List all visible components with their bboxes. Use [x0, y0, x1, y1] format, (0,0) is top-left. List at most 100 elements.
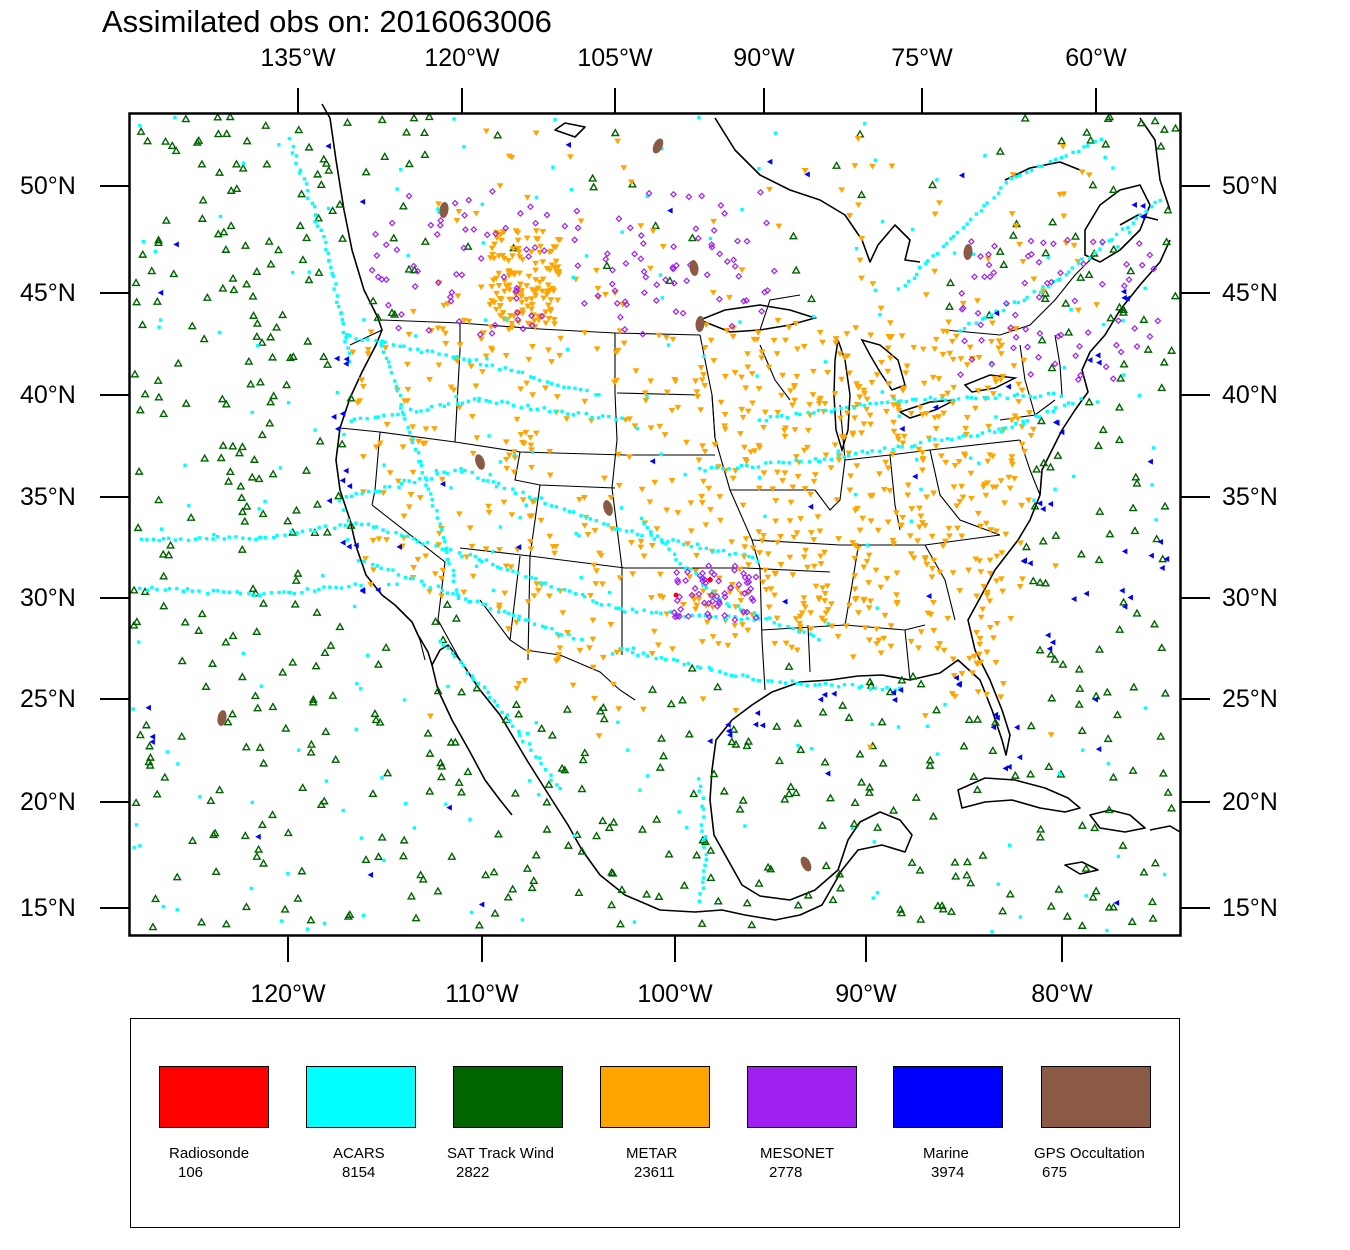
metar-marker	[794, 346, 801, 353]
mesonet-marker	[721, 593, 729, 601]
metar-marker	[817, 553, 824, 560]
acars-marker	[632, 920, 637, 924]
metar-marker	[956, 498, 964, 505]
acars-marker	[484, 558, 489, 562]
metar-marker	[510, 469, 518, 476]
metar-marker	[663, 507, 671, 514]
metar-marker	[997, 694, 1005, 701]
acars-marker	[1056, 278, 1060, 282]
acars-marker	[642, 608, 646, 612]
sat-track-wind-marker	[788, 231, 798, 240]
sat-track-wind-marker	[1064, 327, 1074, 336]
mesonet-marker	[1080, 260, 1087, 268]
acars-marker	[858, 402, 862, 407]
metar-marker	[637, 223, 645, 230]
metar-marker	[744, 351, 751, 358]
acars-marker	[400, 533, 404, 538]
metar-marker	[523, 283, 531, 289]
sat-track-wind-marker	[544, 779, 554, 788]
acars-marker	[452, 654, 457, 659]
metar-marker	[530, 318, 538, 324]
acars-marker	[1047, 285, 1051, 289]
sat-track-wind-marker	[966, 878, 976, 887]
mesonet-marker	[673, 576, 681, 584]
marine-marker	[932, 404, 939, 411]
metar-marker	[989, 484, 997, 491]
metar-marker	[533, 581, 541, 588]
metar-marker	[781, 470, 789, 477]
sat-track-wind-marker	[911, 792, 921, 801]
metar-marker	[991, 375, 999, 382]
metar-marker	[661, 432, 669, 438]
metar-marker	[536, 279, 544, 286]
metar-marker	[949, 356, 957, 363]
marine-marker	[330, 413, 337, 420]
acars-marker	[377, 489, 381, 494]
mesonet-marker	[713, 592, 721, 600]
acars-marker	[729, 673, 734, 678]
acars-marker	[494, 485, 499, 489]
acars-marker	[904, 400, 908, 404]
metar-marker	[1010, 363, 1018, 369]
acars-marker	[654, 656, 658, 661]
sat-track-wind-marker	[995, 146, 1005, 155]
sat-track-wind-marker	[228, 441, 238, 450]
legend-item-marine: Marine 3974	[893, 1019, 1043, 1229]
acars-marker	[342, 432, 346, 437]
sat-track-wind-marker	[322, 527, 332, 536]
acars-marker	[153, 250, 158, 254]
sat-track-wind-marker	[447, 851, 457, 860]
acars-marker	[532, 622, 537, 626]
metar-marker	[354, 400, 362, 407]
acars-marker	[714, 466, 719, 470]
sat-track-wind-marker	[136, 126, 146, 135]
metar-marker	[511, 455, 519, 462]
sat-track-wind-marker	[1082, 127, 1092, 136]
acars-marker	[1116, 245, 1120, 249]
metar-marker	[1056, 191, 1064, 198]
sat-track-wind-marker	[951, 871, 961, 880]
metar-marker	[599, 654, 607, 661]
mesonet-marker	[448, 289, 456, 296]
metar-marker	[955, 459, 963, 465]
metar-marker	[386, 470, 394, 477]
acars-marker	[698, 784, 703, 789]
acars-marker	[138, 123, 142, 128]
metar-marker	[838, 187, 846, 194]
sat-track-wind-marker	[598, 816, 608, 825]
acars-marker	[275, 533, 279, 538]
sat-track-wind-marker	[285, 353, 295, 361]
acars-marker	[435, 516, 440, 520]
acars-marker	[703, 469, 707, 473]
metar-marker	[773, 351, 781, 357]
mesonet-marker	[683, 568, 691, 576]
acars-marker	[176, 762, 180, 766]
metar-marker	[973, 593, 981, 600]
acars-marker	[924, 261, 928, 266]
metar-marker	[700, 478, 707, 485]
sat-track-wind-marker	[177, 656, 187, 665]
sat-track-wind-marker	[562, 704, 572, 713]
acars-marker	[756, 559, 760, 564]
sat-track-wind-marker	[1050, 654, 1060, 663]
metar-marker	[866, 744, 874, 751]
acars-marker	[428, 586, 432, 590]
acars-marker	[688, 567, 693, 571]
legend-label: SAT Track Wind	[447, 1145, 554, 1162]
acars-marker	[779, 413, 784, 418]
metar-marker	[687, 500, 695, 507]
acars-marker	[972, 252, 976, 256]
acars-marker	[524, 503, 528, 507]
metar-marker	[851, 586, 859, 593]
sat-track-wind-marker	[390, 309, 400, 318]
sat-track-wind-marker	[932, 705, 942, 714]
acars-marker	[588, 517, 593, 521]
metar-marker	[859, 515, 867, 522]
acars-marker	[957, 436, 961, 440]
metar-marker	[715, 464, 722, 471]
sat-track-wind-marker	[311, 661, 321, 670]
sat-track-wind-marker	[187, 321, 197, 330]
mesonet-marker	[382, 241, 390, 249]
metar-marker	[760, 470, 768, 477]
metar-marker	[867, 332, 875, 339]
